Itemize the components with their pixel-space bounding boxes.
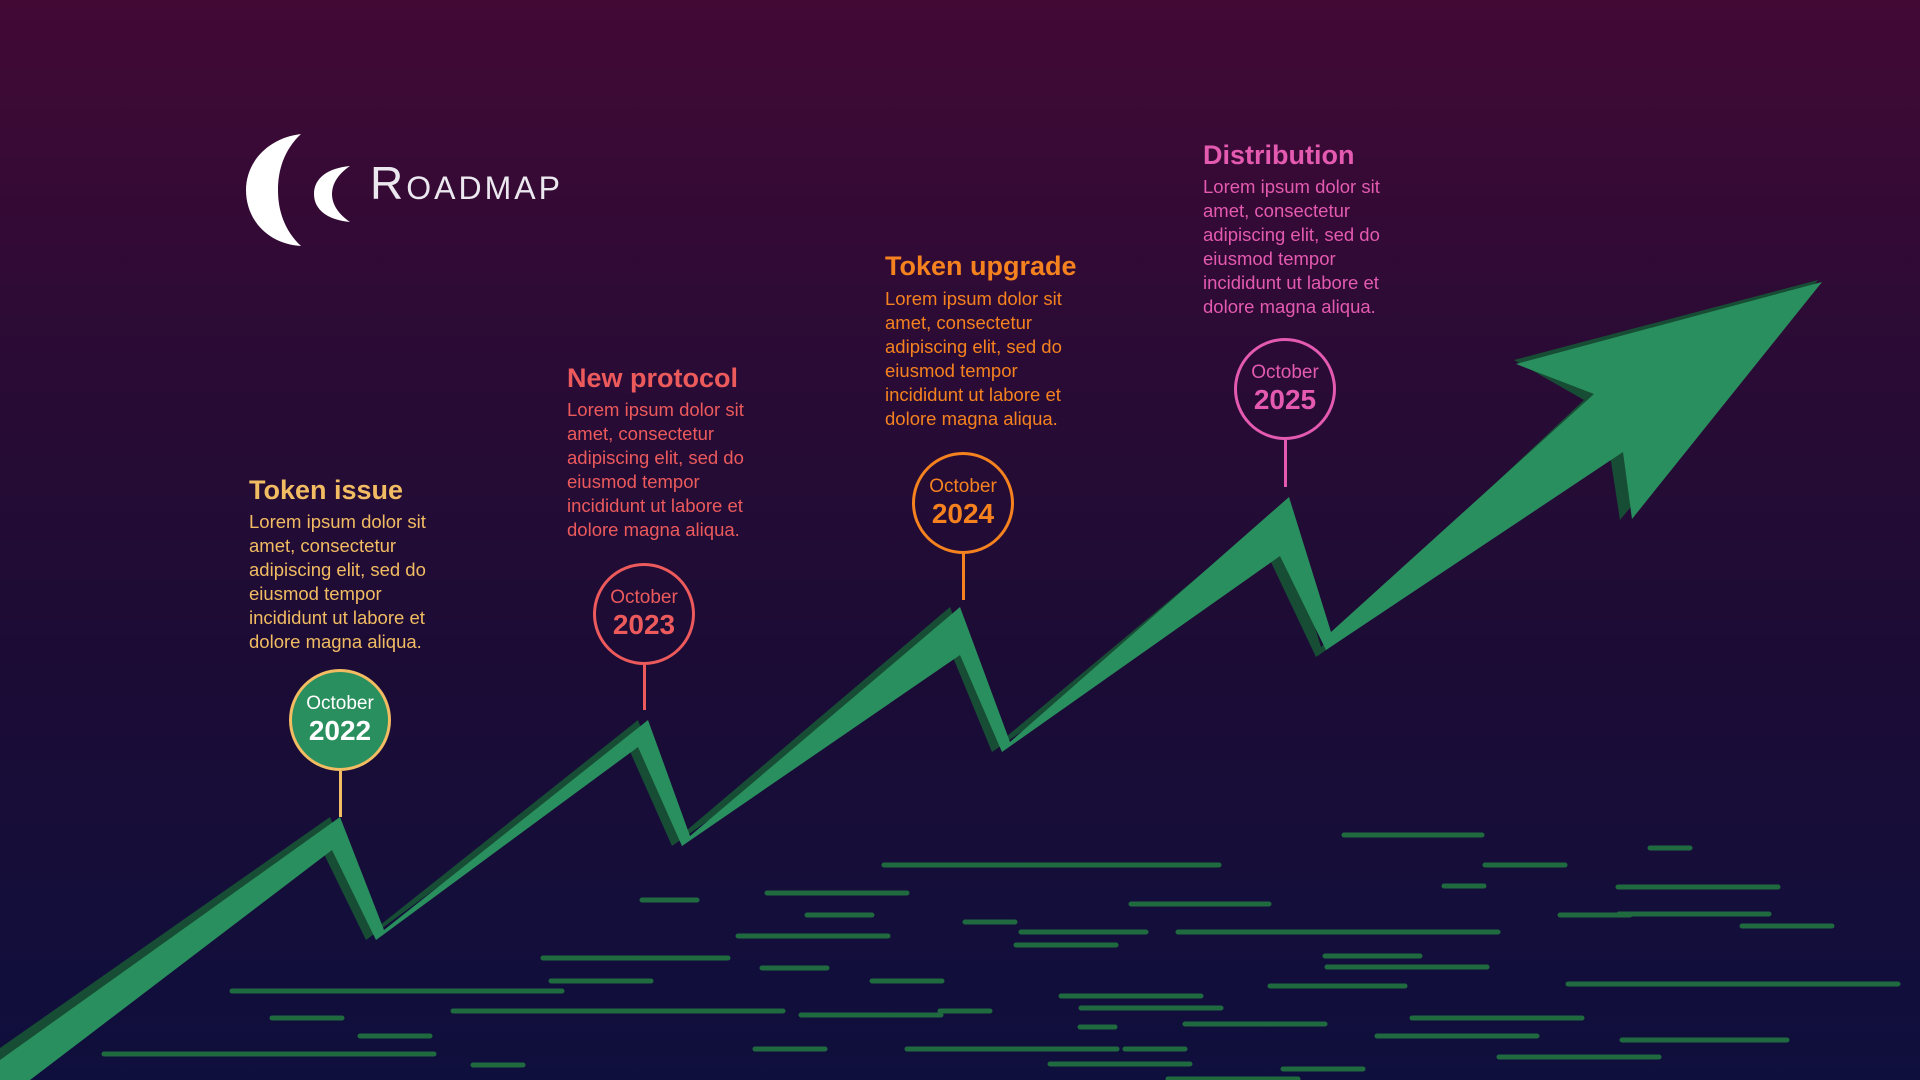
badge-year: 2023 xyxy=(612,609,676,640)
badge-month: October xyxy=(929,476,997,497)
badge-year: 2022 xyxy=(308,715,372,746)
growth-arrow xyxy=(0,282,1822,1080)
badge-month: October xyxy=(1251,362,1319,383)
milestone-connector xyxy=(962,554,965,600)
milestone-title-token-upgrade: Token upgrade xyxy=(885,251,1077,281)
milestone-connector xyxy=(643,665,646,710)
milestone-date-badge: October 2025 xyxy=(1234,338,1336,440)
milestone-title-distribution: Distribution xyxy=(1203,140,1355,170)
badge-year: 2025 xyxy=(1253,384,1317,415)
milestone-connector xyxy=(339,771,342,817)
milestone-description: Lorem ipsum dolor sit amet, consectetur … xyxy=(885,288,1062,429)
badge-month: October xyxy=(610,587,678,608)
crescent-logo-icon xyxy=(246,134,350,246)
milestone-title-token-issue: Token issue xyxy=(249,475,404,505)
milestone-description: Lorem ipsum dolor sit amet, consectetur … xyxy=(1203,176,1380,317)
milestone-date-badge: October 2023 xyxy=(593,563,695,665)
milestone-description: Lorem ipsum dolor sit amet, consectetur … xyxy=(249,511,426,652)
badge-month: October xyxy=(306,693,374,714)
milestone-connector xyxy=(1284,440,1287,487)
milestone-title-new-protocol: New protocol xyxy=(567,363,739,393)
milestone-date-badge: October 2022 xyxy=(289,669,391,771)
milestone-description: Lorem ipsum dolor sit amet, consectetur … xyxy=(567,399,744,540)
speed-streaks xyxy=(101,832,1901,1080)
milestone-date-badge: October 2024 xyxy=(912,452,1014,554)
badge-year: 2024 xyxy=(931,498,995,529)
page-title: Roadmap xyxy=(370,157,563,209)
